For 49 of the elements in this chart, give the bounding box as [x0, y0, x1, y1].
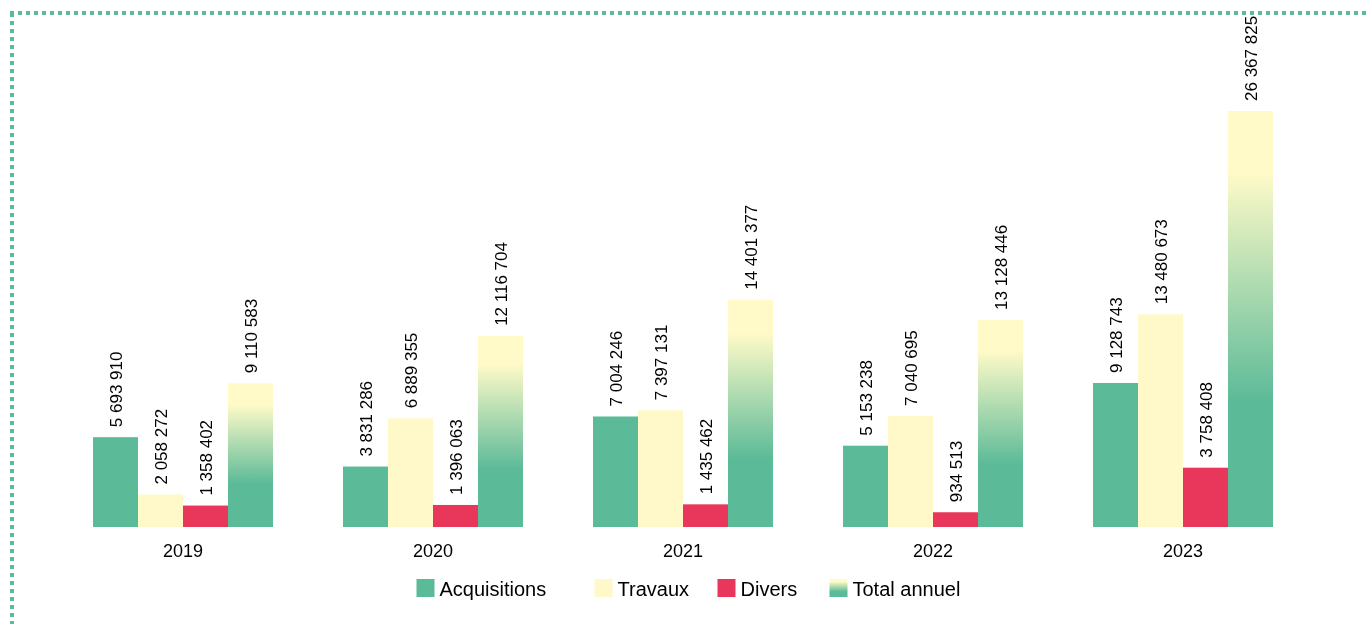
bar	[388, 418, 433, 527]
bar	[343, 466, 388, 527]
data-label: 3 831 286	[356, 380, 376, 457]
bar	[93, 437, 138, 527]
x-tick-label: 2023	[1162, 541, 1204, 561]
bar	[933, 512, 978, 527]
legend-label: Total annuel	[852, 578, 961, 600]
legend-label: Travaux	[617, 578, 690, 600]
data-label: 2 058 272	[151, 408, 171, 485]
data-label: 26 367 825	[1241, 15, 1261, 101]
data-label: 7 004 246	[606, 330, 626, 407]
bar	[593, 416, 638, 527]
data-label: 13 128 446	[991, 224, 1011, 310]
bar	[1138, 314, 1183, 527]
bar	[1183, 467, 1228, 527]
legend-label: Acquisitions	[439, 578, 547, 600]
data-label: 1 435 462	[696, 418, 716, 495]
x-tick-label: 2019	[162, 541, 204, 561]
x-tick-label: 2022	[912, 541, 954, 561]
bar	[888, 415, 933, 527]
data-label: 9 110 583	[241, 298, 261, 374]
data-label: 6 889 355	[401, 332, 421, 409]
data-label: 7 397 131	[651, 324, 671, 401]
data-label: 14 401 377	[741, 204, 761, 290]
bar	[138, 494, 183, 527]
data-label: 13 480 673	[1151, 219, 1171, 305]
data-label: 3 758 408	[1196, 382, 1216, 458]
data-label: 1 396 063	[446, 419, 466, 495]
data-label: 5 693 910	[106, 351, 126, 428]
bar	[478, 335, 523, 527]
x-tick-label: 2020	[412, 541, 454, 561]
bar	[728, 299, 773, 527]
bar	[1093, 382, 1138, 527]
data-label: 7 040 695	[901, 330, 921, 406]
data-label: 934 513	[946, 440, 966, 503]
bar	[683, 504, 728, 527]
legend-label: Divers	[740, 578, 798, 600]
bar	[433, 504, 478, 527]
data-label: 5 153 238	[856, 360, 876, 436]
data-label: 9 128 743	[1106, 297, 1126, 373]
bar	[183, 505, 228, 527]
bar	[1228, 111, 1273, 527]
bar	[843, 445, 888, 527]
data-label: 1 358 402	[196, 419, 216, 496]
x-tick-label: 2021	[662, 541, 704, 561]
bar	[228, 383, 273, 527]
data-label: 12 116 704	[491, 242, 511, 326]
bar	[978, 319, 1023, 527]
bar	[638, 410, 683, 527]
